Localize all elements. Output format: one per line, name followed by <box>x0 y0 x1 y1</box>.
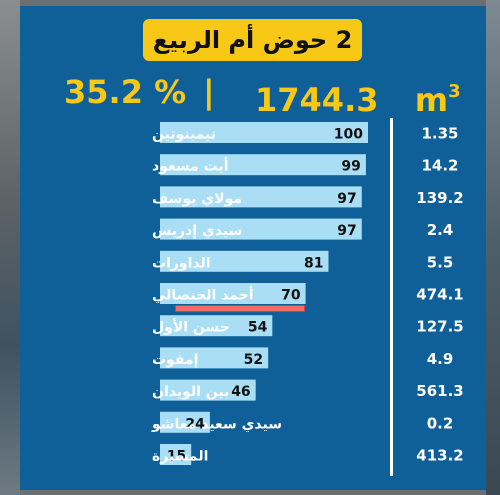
headline-separator: | <box>203 73 215 111</box>
volume-value-5: 474.1 <box>416 286 463 304</box>
category-label-6: حسن الأول <box>152 319 230 336</box>
bar-value-label-5: 70 <box>281 288 301 304</box>
volume-value-6: 127.5 <box>416 318 463 336</box>
category-label-2: مولاي يوسف <box>152 191 242 208</box>
category-label-9: سيدي سعيد معاشو <box>151 416 282 433</box>
chart-title-text: 2 حوض أم الربيع <box>152 26 353 54</box>
volume-value-7: 4.9 <box>427 350 454 368</box>
category-label-1: أيت مسعود <box>152 157 229 175</box>
bar-5 <box>160 283 306 304</box>
category-label-8: بين الويدان <box>152 384 229 400</box>
bar-6 <box>160 315 273 337</box>
category-label-5: أحمد الحنصالي <box>152 286 254 304</box>
bar-1 <box>160 154 366 176</box>
bar-7 <box>160 347 269 369</box>
bar-4 <box>160 250 329 272</box>
bar-8 <box>160 379 256 401</box>
background-left <box>0 0 20 495</box>
bar-value-label-7: 52 <box>244 352 263 368</box>
bar-value-label-2: 97 <box>337 191 356 207</box>
total-volume-unit: m <box>414 81 449 119</box>
bar-value-label-0: 100 <box>334 127 363 143</box>
highlight-marker <box>175 305 305 312</box>
volume-value-1: 14.2 <box>421 157 458 175</box>
category-label-7: إمفوت <box>152 352 198 368</box>
bar-value-label-9: 24 <box>185 416 205 432</box>
category-label-10: المسيرة <box>152 449 208 465</box>
column-divider <box>390 118 393 476</box>
bar-3 <box>160 218 362 240</box>
volume-value-4: 5.5 <box>427 253 454 271</box>
chart-panel <box>20 6 486 490</box>
bar-value-label-1: 99 <box>341 159 360 175</box>
bar-value-label-6: 54 <box>248 320 268 336</box>
bar-value-label-3: 97 <box>337 223 356 239</box>
bar-value-label-8: 46 <box>231 384 250 400</box>
total-volume-value: 1744.3 <box>255 81 379 119</box>
bar-value-label-10: 15 <box>167 449 186 465</box>
total-volume: 1744.3 m3 <box>255 72 461 119</box>
background-right <box>486 0 500 495</box>
bar-2 <box>160 186 362 208</box>
total-volume-unit-exponent: 3 <box>448 81 461 102</box>
category-label-4: الداورات <box>152 255 211 271</box>
chart-title: 2 حوض أم الربيع <box>143 19 362 61</box>
volume-value-2: 139.2 <box>416 189 463 207</box>
bar-0 <box>160 122 368 143</box>
volume-value-3: 2.4 <box>427 221 454 239</box>
volume-value-9: 0.2 <box>427 414 454 432</box>
volume-value-10: 413.2 <box>416 447 463 465</box>
bar-value-label-4: 81 <box>304 255 323 271</box>
category-label-3: سيدي إدريس <box>152 223 242 240</box>
fill-percentage: 35.2 % <box>64 73 187 111</box>
category-label-0: تيمينوتين <box>152 127 216 143</box>
bar-10 <box>160 444 192 465</box>
bar-9 <box>160 411 210 433</box>
volume-value-0: 1.35 <box>421 125 458 143</box>
volume-value-8: 561.3 <box>416 382 463 400</box>
